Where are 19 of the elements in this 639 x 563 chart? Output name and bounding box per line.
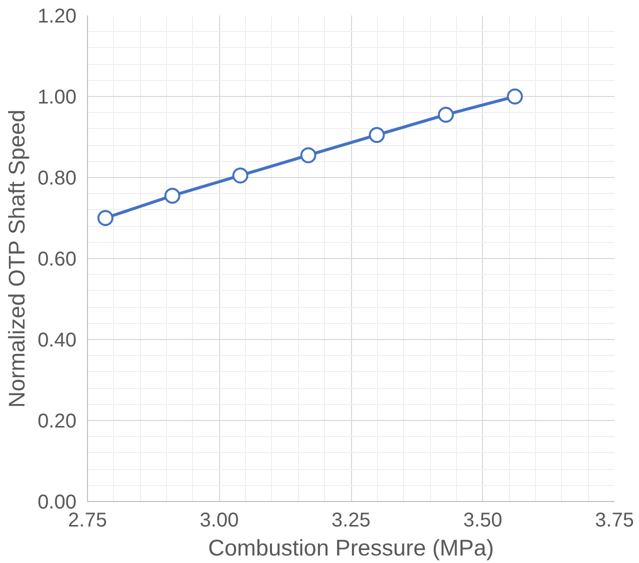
point [164, 188, 180, 204]
x-axis-title: Combustion Pressure (MPa) [208, 534, 494, 560]
y-tick-label: 0.60 [38, 248, 77, 270]
x-tick-label: 3.25 [332, 510, 370, 532]
point [300, 147, 316, 164]
point [232, 167, 248, 184]
x-tick-label: 3.00 [200, 510, 239, 532]
y-tick-label: 1.00 [38, 86, 77, 108]
x-tick-label: 3.75 [595, 510, 634, 532]
y-axis-title: Normalized OTP Shaft Speed [4, 110, 30, 408]
y-tick-label: 1.20 [38, 6, 77, 28]
y-tick-label: 0.20 [38, 410, 77, 432]
y-tick-label: 0.40 [38, 330, 77, 352]
x-tick-label: 3.50 [463, 510, 502, 532]
point [506, 88, 523, 104]
point [438, 106, 454, 123]
y-tick-label: 0.80 [38, 168, 77, 190]
point [97, 210, 114, 226]
point [368, 126, 385, 143]
